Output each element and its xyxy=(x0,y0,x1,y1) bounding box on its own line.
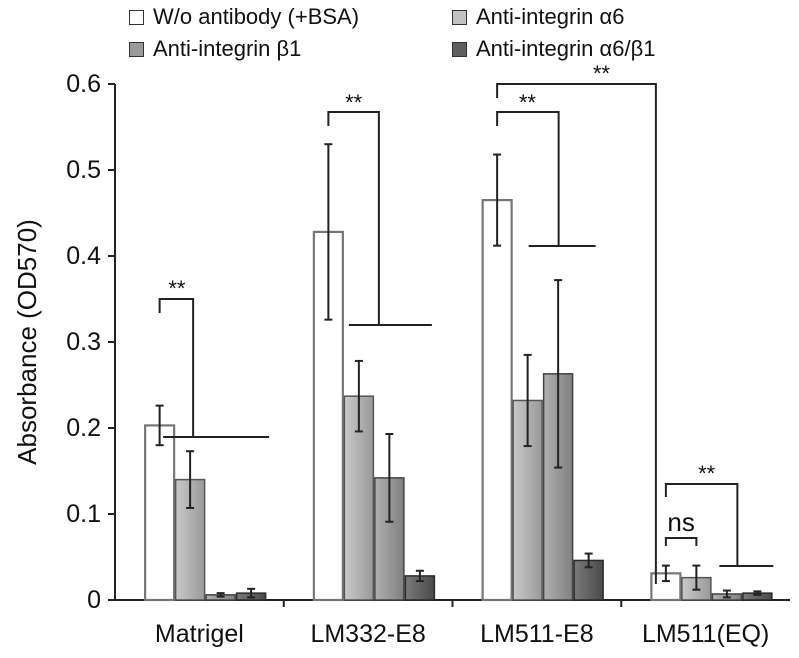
sig-bracket xyxy=(327,111,380,325)
legend-label: Anti-integrin α6 xyxy=(476,4,625,29)
y-axis-label: Absorbance (OD570) xyxy=(12,219,42,465)
legend-item: W/o antibody (+BSA) xyxy=(129,4,359,30)
legend-label: Anti-integrin β1 xyxy=(153,36,302,61)
sig-bracket xyxy=(158,298,195,437)
legend-swatch xyxy=(129,9,144,25)
legend-item: Anti-integrin α6 xyxy=(452,4,624,30)
y-tick-label: 0.4 xyxy=(66,242,101,270)
sig-label: ** xyxy=(519,90,537,115)
bar-LM511-E8-0 xyxy=(481,199,513,602)
category-label: LM511-E8 xyxy=(480,620,594,648)
bar-Matrigel-0 xyxy=(144,424,176,602)
y-tick-label: 0 xyxy=(87,586,101,614)
sig-label: ** xyxy=(168,276,186,301)
legend-item: Anti-integrin α6/β1 xyxy=(452,36,655,62)
sig-label: ** xyxy=(345,90,363,115)
legend-swatch xyxy=(452,41,467,57)
y-tick-label: 0.1 xyxy=(66,500,101,528)
plot-area: 0 0.1 0.2 0.3 0.4 0.5 0.6 Matrigel LM332-E8 LM511… xyxy=(66,61,790,648)
sig-bracket xyxy=(664,537,698,546)
sig-bracket xyxy=(496,111,560,246)
legend-swatch xyxy=(129,41,144,57)
sig-label: ns xyxy=(667,507,694,537)
category-label: LM332-E8 xyxy=(310,620,425,648)
sig-label: ** xyxy=(593,61,611,86)
legend-label: W/o antibody (+BSA) xyxy=(153,4,360,29)
y-tick-label: 0.6 xyxy=(66,70,101,98)
legend-item: Anti-integrin β1 xyxy=(129,36,301,62)
legend-label: Anti-integrin α6/β1 xyxy=(476,36,656,61)
sig-bracket xyxy=(496,83,657,584)
legend-swatch xyxy=(452,9,467,25)
y-tick-label: 0.5 xyxy=(66,156,101,184)
sig-label: ** xyxy=(698,461,716,486)
y-tick-label: 0.2 xyxy=(66,414,101,442)
y-tick-label: 0.3 xyxy=(66,328,101,356)
category-label: Matrigel xyxy=(155,620,244,648)
category-label: LM511(EQ) xyxy=(642,620,769,648)
sig-bracket xyxy=(664,483,739,566)
